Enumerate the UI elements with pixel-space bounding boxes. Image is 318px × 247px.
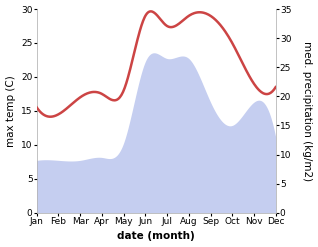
X-axis label: date (month): date (month)	[117, 231, 195, 242]
Y-axis label: max temp (C): max temp (C)	[5, 75, 16, 147]
Y-axis label: med. precipitation (kg/m2): med. precipitation (kg/m2)	[302, 41, 313, 181]
